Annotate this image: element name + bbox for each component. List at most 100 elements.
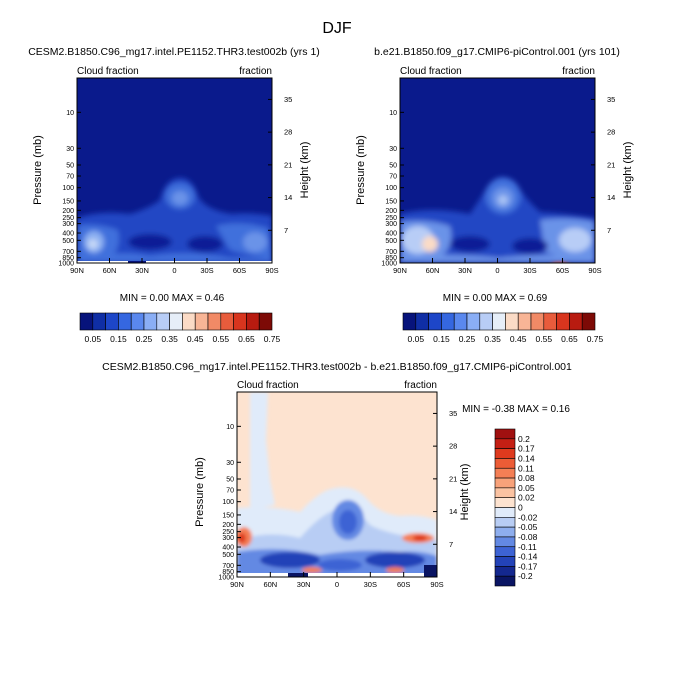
x-tick-label: 0: [335, 580, 339, 589]
colorbar-label: -0.2: [518, 571, 533, 581]
colorbar-swatch: [194, 312, 209, 331]
colorbar-label: 0.25: [136, 334, 153, 344]
colorbar-label: 0.11: [518, 463, 534, 473]
colorbar-label: 0.14: [518, 453, 535, 463]
y-tick-label: 70: [389, 174, 397, 181]
colorbar-swatch: [494, 487, 516, 498]
panel-right-colorbar: 0.05 0.15 0.25 0.35 0.45 0.55 0.65 0.75: [402, 312, 604, 344]
colorbar-swatch: [530, 312, 545, 331]
panel-left-ylabel: Pressure (mb): [32, 135, 44, 205]
x-tick-label: 60S: [556, 266, 569, 275]
y-right-tick-label: 21: [607, 160, 615, 169]
colorbar-label: 0.65: [561, 334, 578, 344]
colorbar-swatch: [494, 507, 516, 518]
colorbar-swatch: [79, 312, 94, 331]
x-tick-label: 60N: [426, 266, 440, 275]
colorbar-swatch: [105, 312, 119, 331]
colorbar-swatch: [494, 566, 516, 577]
panel-left-contour-field: [77, 78, 272, 263]
colorbar-label: -0.02: [518, 512, 538, 522]
panel-diff-stats: MIN = -0.38 MAX = 0.16: [462, 404, 570, 415]
colorbar-swatch: [494, 575, 516, 587]
y-tick-label: 150: [385, 198, 397, 205]
y-right-tick-label: 28: [449, 442, 457, 451]
colorbar-swatch: [517, 312, 532, 331]
x-tick-label: 60N: [263, 580, 277, 589]
y-tick-label: 200: [385, 208, 397, 215]
panel-left-label-right: fraction: [239, 66, 272, 77]
panel-left: CESM2.B1850.C96_mg17.intel.PE1152.THR3.t…: [28, 46, 320, 344]
panel-right-axes: 90N 60N 30N 0 30S 60S 90S103050701001502002503…: [381, 95, 615, 275]
colorbar-swatch: [233, 312, 247, 331]
y-tick-label: 150: [222, 512, 234, 519]
colorbar-swatch: [246, 312, 260, 331]
panel-left-axes: 90N 60N 30N 0 30S 60S 90S103050701001502002503…: [58, 95, 292, 275]
y-tick-label: 30: [389, 146, 397, 153]
panel-right-label-right: fraction: [562, 66, 595, 77]
colorbar-swatch: [492, 312, 506, 331]
y-right-tick-label: 7: [284, 226, 288, 235]
y-tick-label: 100: [385, 185, 397, 192]
y-tick-label: 1000: [381, 261, 397, 268]
x-tick-label: 60N: [103, 266, 117, 275]
x-tick-label: 90S: [588, 266, 601, 275]
colorbar-swatch: [494, 458, 516, 469]
y-tick-label: 50: [226, 476, 234, 483]
y-right-tick-label: 28: [284, 128, 292, 137]
colorbar-label: 0.2: [518, 434, 530, 444]
panel-diff-title: CESM2.B1850.C96_mg17.intel.PE1152.THR3.t…: [102, 361, 572, 373]
y-tick-label: 50: [389, 162, 397, 169]
y-tick-label: 500: [385, 238, 397, 245]
panel-left-label-left: Cloud fraction: [77, 66, 139, 77]
colorbar-swatch: [415, 312, 429, 331]
colorbar-swatch: [494, 526, 516, 538]
panel-diff-label-right: fraction: [404, 380, 437, 391]
panel-right-stats: MIN = 0.00 MAX = 0.69: [443, 293, 548, 304]
y-right-tick-label: 35: [607, 95, 615, 104]
y-tick-label: 10: [66, 110, 74, 117]
y-tick-label: 10: [389, 110, 397, 117]
y-tick-label: 250: [62, 215, 74, 222]
colorbar-label: 0.45: [187, 334, 204, 344]
colorbar-swatch: [494, 546, 516, 557]
y-tick-label: 1000: [58, 261, 74, 268]
panel-diff-ylabel-right: Height (km): [459, 464, 471, 521]
colorbar-swatch: [569, 312, 583, 331]
y-tick-label: 30: [226, 460, 234, 467]
colorbar-label: 0.08: [518, 473, 535, 483]
y-tick-label: 500: [62, 238, 74, 245]
y-tick-label: 200: [222, 522, 234, 529]
y-tick-label: 700: [385, 249, 397, 256]
panel-left-colorbar: 0.05 0.15 0.25 0.35 0.45 0.55 0.65 0.75: [79, 312, 281, 344]
x-tick-label: 30S: [523, 266, 536, 275]
colorbar-swatch: [258, 312, 273, 331]
colorbar-swatch: [505, 312, 519, 331]
colorbar-swatch: [130, 312, 145, 331]
colorbar-label: 0.35: [161, 334, 178, 344]
panel-right: b.e21.B1850.f09_g17.CMIP6-piControl.001 …: [355, 46, 634, 344]
x-tick-label: 0: [172, 266, 176, 275]
colorbar-label: 0.15: [110, 334, 127, 344]
colorbar-label: 0.45: [510, 334, 527, 344]
colorbar-label: 0: [518, 503, 523, 513]
colorbar-swatch: [494, 556, 516, 567]
colorbar-swatch: [479, 312, 493, 331]
y-tick-label: 700: [222, 563, 234, 570]
colorbar-label: 0.35: [484, 334, 501, 344]
x-tick-label: 90N: [230, 580, 244, 589]
y-tick-label: 850: [385, 255, 397, 262]
y-tick-label: 1000: [218, 575, 234, 582]
y-right-tick-label: 35: [449, 409, 457, 418]
colorbar-label: 0.15: [433, 334, 450, 344]
colorbar-swatch: [118, 312, 132, 331]
colorbar-swatch: [494, 428, 516, 440]
x-tick-label: 30N: [135, 266, 149, 275]
colorbar-swatch: [428, 312, 442, 331]
panel-left-title: CESM2.B1850.C96_mg17.intel.PE1152.THR3.t…: [28, 46, 320, 58]
x-tick-label: 30N: [297, 580, 311, 589]
y-right-tick-label: 14: [449, 507, 457, 516]
y-right-tick-label: 21: [284, 160, 292, 169]
colorbar-label: -0.05: [518, 522, 538, 532]
y-right-tick-label: 14: [607, 193, 615, 202]
